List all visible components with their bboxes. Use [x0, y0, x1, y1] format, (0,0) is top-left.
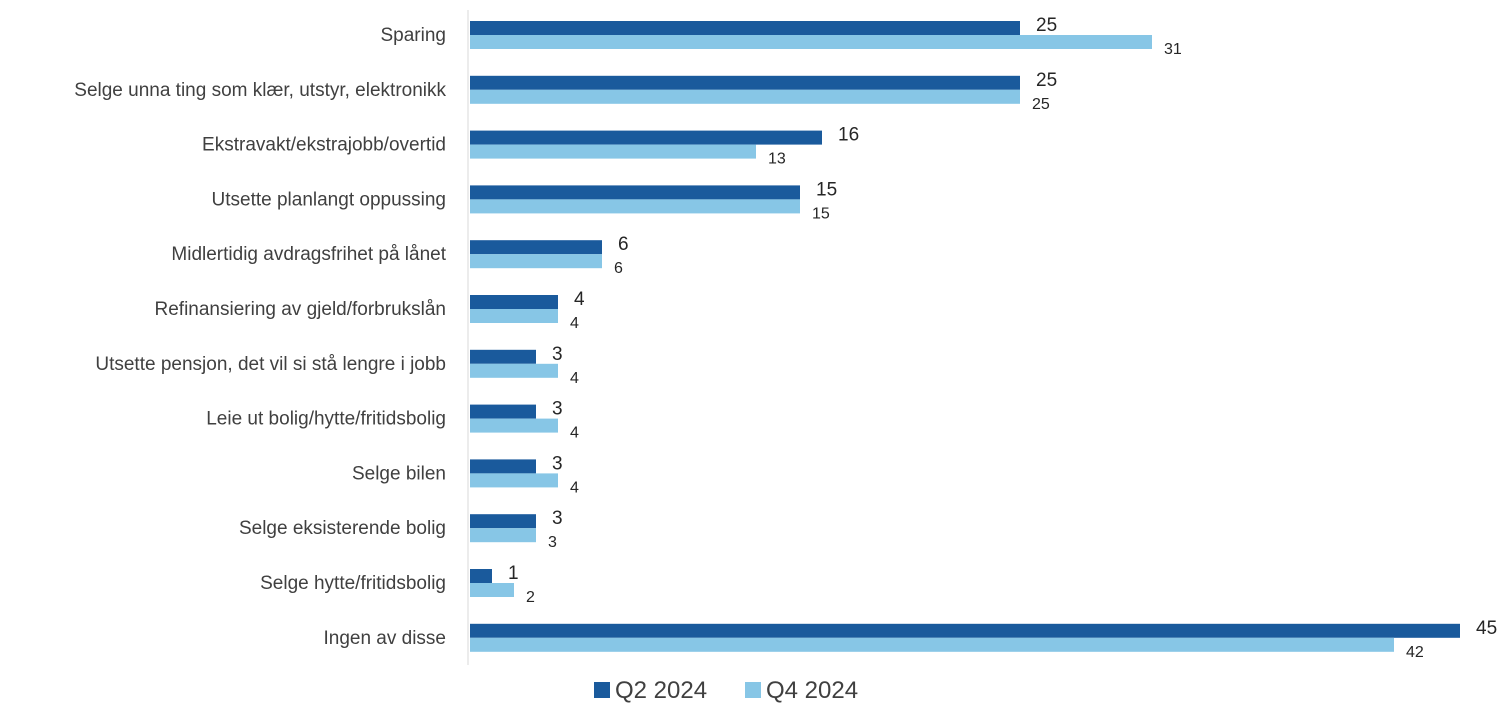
data-label: 25 — [1032, 96, 1050, 113]
bar-q4-2024 — [470, 254, 602, 269]
data-label: 1 — [508, 563, 519, 584]
category-label: Selge bilen — [352, 463, 446, 484]
bar-q2-2024 — [470, 459, 536, 474]
bar-q2-2024 — [470, 185, 800, 200]
bar-q2-2024 — [470, 404, 536, 419]
bar-q4-2024 — [470, 35, 1152, 49]
data-label: 4 — [570, 370, 579, 387]
bar-q4-2024 — [470, 473, 558, 488]
bar-q2-2024 — [470, 75, 1020, 90]
data-label: 4 — [570, 479, 579, 496]
bar-q2-2024 — [470, 623, 1460, 638]
data-label: 42 — [1406, 644, 1424, 661]
data-label: 3 — [552, 344, 563, 365]
legend: Q2 2024 Q4 2024 — [594, 677, 858, 704]
bar-q4-2024 — [470, 528, 536, 543]
bar-q4-2024 — [470, 637, 1394, 652]
bar-q2-2024 — [470, 130, 822, 145]
data-label: 3 — [552, 399, 563, 420]
data-label: 13 — [768, 151, 786, 168]
legend-swatch-q2-2024 — [594, 682, 610, 698]
data-label: 3 — [552, 508, 563, 529]
bar-q2-2024 — [470, 295, 558, 309]
bars — [470, 21, 1460, 652]
bar-q4-2024 — [470, 89, 1020, 104]
bar-q4-2024 — [470, 583, 514, 597]
legend-swatch-q4-2024 — [745, 682, 761, 698]
bar-q4-2024 — [470, 418, 558, 433]
data-label: 4 — [570, 315, 579, 332]
category-label: Selge eksisterende bolig — [239, 518, 446, 539]
category-label: Utsette planlangt oppussing — [212, 189, 447, 210]
category-label: Leie ut bolig/hytte/fritidsbolig — [206, 409, 446, 430]
data-label: 4 — [570, 425, 579, 442]
category-label: Selge unna ting som klær, utstyr, elektr… — [74, 80, 446, 101]
category-label: Selge hytte/fritidsbolig — [260, 573, 446, 594]
category-label: Utsette pensjon, det vil si stå lengre i… — [95, 354, 446, 375]
data-label: 25 — [1036, 70, 1057, 91]
data-label: 4 — [574, 289, 585, 310]
legend-label-q2-2024: Q2 2024 — [615, 677, 707, 704]
category-label: Midlertidig avdragsfrihet på lånet — [171, 244, 446, 265]
legend-label-q4-2024: Q4 2024 — [766, 677, 858, 704]
data-label: 31 — [1164, 41, 1182, 58]
data-label: 3 — [548, 534, 557, 551]
bar-q2-2024 — [470, 21, 1020, 35]
category-label: Ekstravakt/ekstrajobb/overtid — [202, 135, 446, 156]
bar-q2-2024 — [470, 349, 536, 364]
bar-q2-2024 — [470, 569, 492, 583]
category-label: Sparing — [381, 25, 447, 46]
data-label: 15 — [812, 205, 830, 222]
data-label: 16 — [838, 125, 859, 146]
data-label: 2 — [526, 589, 535, 606]
data-label: 6 — [618, 234, 629, 255]
category-label: Ingen av disse — [323, 628, 446, 649]
data-label: 25 — [1036, 15, 1057, 36]
bar-q4-2024 — [470, 363, 558, 378]
data-label: 15 — [816, 179, 837, 200]
bar-q2-2024 — [470, 240, 602, 255]
data-label: 3 — [552, 453, 563, 474]
data-label: 45 — [1476, 618, 1497, 639]
data-label: 6 — [614, 260, 623, 277]
bar-q4-2024 — [470, 309, 558, 323]
bar-q4-2024 — [470, 144, 756, 159]
category-label: Refinansiering av gjeld/forbrukslån — [155, 299, 447, 320]
bar-q2-2024 — [470, 514, 536, 529]
category-labels: Sparing Selge unna ting som klær, utstyr,… — [74, 25, 446, 649]
bar-q4-2024 — [470, 199, 800, 214]
